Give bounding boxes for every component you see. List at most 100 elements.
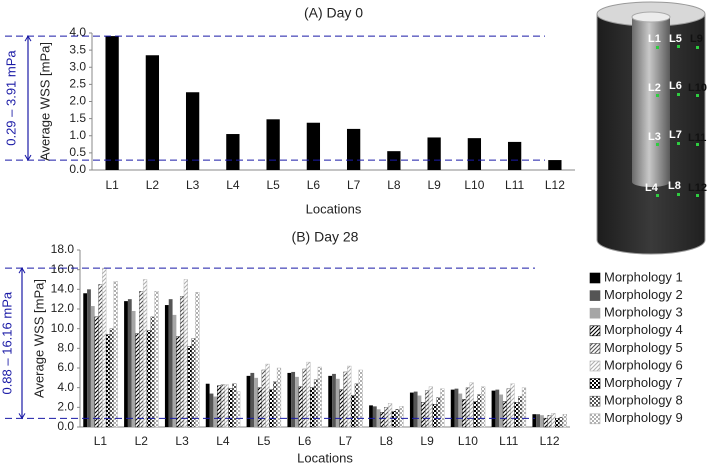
location-label: L11 — [688, 132, 706, 144]
bar — [473, 401, 478, 428]
chart: (B) Day 28 Average WSS [mPa] Locations 0.0 2… — [0, 229, 683, 466]
bar — [254, 377, 259, 427]
x-tick-label: L7 — [347, 178, 361, 192]
bar — [146, 330, 151, 428]
bar — [232, 383, 237, 428]
bar — [317, 366, 322, 428]
bar — [179, 296, 185, 428]
y-tick-label: 4.0 — [57, 380, 74, 394]
bar — [87, 289, 91, 427]
bar — [555, 418, 560, 428]
legend-label: Morphology 4 — [604, 322, 683, 337]
y-tick-label: 16.0 — [51, 262, 75, 276]
bar — [409, 392, 414, 427]
probe — [656, 194, 659, 197]
bar — [499, 394, 504, 427]
bar — [105, 334, 111, 428]
bar — [454, 388, 459, 427]
legend-swatch — [589, 307, 601, 319]
bar — [332, 373, 336, 427]
legend-label: Morphology 8 — [604, 393, 683, 408]
bar — [276, 367, 282, 428]
bar — [183, 279, 189, 428]
y-axis-label: Average WSS [mPa] — [37, 42, 52, 161]
bar — [273, 381, 278, 428]
bar — [432, 404, 437, 428]
bar — [391, 411, 396, 428]
bar — [266, 119, 280, 170]
bar — [98, 284, 103, 428]
range-annotation: 0.88 – 16.16 mPa — [0, 291, 14, 394]
y-tick-label: 0.5 — [69, 145, 86, 159]
x-tick-label: L12 — [545, 178, 565, 192]
location-label: L12 — [688, 182, 707, 194]
bar — [90, 306, 95, 427]
probe-points — [656, 45, 699, 197]
bar — [257, 387, 263, 428]
chart: (A) Day 0 Average WSS [mPa] Locations 0.0 0.… — [3, 5, 575, 216]
probe — [656, 143, 659, 146]
bar — [558, 416, 564, 428]
location-label: L7 — [669, 129, 682, 141]
bar — [306, 361, 311, 428]
bar — [313, 379, 319, 428]
bar — [172, 314, 177, 427]
cylinder-diagram: L1 L2 L3 L4 L5 L6 L7 L8 L9 L10 L11 L12 — [596, 1, 707, 255]
legend-label: Morphology 9 — [604, 410, 683, 425]
bar — [164, 305, 169, 427]
bar — [216, 385, 222, 428]
bar — [220, 384, 226, 428]
bar — [310, 387, 315, 428]
bar — [450, 389, 455, 427]
bar — [540, 415, 544, 427]
bar — [298, 386, 303, 428]
bar — [109, 328, 114, 428]
bar — [124, 301, 128, 427]
location-label: L10 — [688, 82, 707, 94]
legend-swatch — [589, 413, 601, 425]
bar — [543, 417, 548, 428]
bar — [510, 383, 515, 428]
y-tick-label: 12.0 — [51, 301, 75, 315]
bar — [176, 336, 181, 428]
bar — [135, 333, 140, 428]
x-axis-label: Locations — [297, 450, 353, 465]
bar — [358, 369, 363, 428]
bar — [226, 134, 240, 170]
bar — [440, 388, 445, 428]
x-axis-label: Locations — [306, 201, 362, 216]
bar — [291, 371, 296, 427]
bar — [477, 394, 482, 428]
x-tick-label: L8 — [380, 434, 394, 448]
x-tick-label: L3 — [175, 434, 189, 448]
range-annotation: 0.29 – 3.91 mPa — [3, 50, 18, 146]
probe — [677, 93, 680, 96]
probe — [696, 46, 699, 49]
location-label: L6 — [669, 80, 682, 92]
legend-swatch — [589, 325, 601, 337]
bar — [536, 414, 541, 427]
inner-rod — [632, 17, 670, 187]
y-tick-label: 2.0 — [57, 400, 74, 414]
location-label: L2 — [648, 82, 661, 94]
location-label: L9 — [690, 33, 703, 45]
bar — [467, 138, 482, 170]
bar — [399, 406, 404, 428]
legend-label: Morphology 5 — [604, 340, 683, 355]
bracket-arrow — [24, 35, 32, 162]
legend-swatch — [589, 395, 601, 407]
bar — [465, 387, 471, 428]
bar — [205, 383, 210, 427]
probe — [696, 143, 699, 146]
location-label: L5 — [669, 33, 682, 45]
y-tick-label: 2.0 — [69, 94, 86, 108]
y-tick-label: 3.5 — [69, 42, 86, 56]
bar — [224, 384, 229, 428]
bar — [191, 338, 196, 428]
bar — [481, 386, 486, 428]
legend-swatch — [589, 343, 601, 354]
y-tick-label: 0.0 — [57, 419, 74, 433]
x-tick-label: L6 — [307, 178, 321, 192]
y-tick-label: 14.0 — [51, 282, 75, 296]
